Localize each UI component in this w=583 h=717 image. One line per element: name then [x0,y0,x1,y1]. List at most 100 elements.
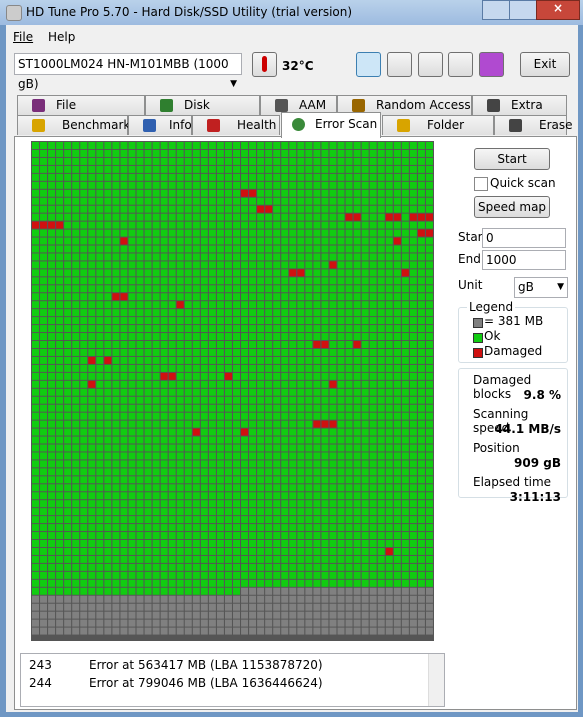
block [361,348,369,356]
block [313,404,321,412]
block [224,571,232,579]
block [120,595,128,603]
block [184,165,192,173]
options-button[interactable] [448,52,473,77]
block [425,579,433,587]
tab[interactable]: Folder Usage [382,115,494,151]
block [152,325,160,333]
block [208,229,216,237]
block [168,563,176,571]
block [409,205,417,213]
block [152,285,160,293]
log-list: 243 Error at 563417 MB (LBA 1153878720) 24… [20,653,445,707]
block [377,173,385,181]
block [208,452,216,460]
block [208,444,216,452]
block [40,547,48,555]
block [48,396,56,404]
block [345,213,353,221]
block [64,396,72,404]
exit-button[interactable]: Exit [520,52,570,77]
block [385,468,393,476]
block [265,317,273,325]
block [401,364,409,372]
block [353,341,361,348]
block [241,173,249,181]
tab[interactable]: Erase [494,115,573,135]
quick-scan-checkbox[interactable] [474,177,488,191]
block [361,428,369,436]
block [160,142,168,149]
block [144,428,152,436]
block [216,325,224,333]
block [192,149,200,157]
block [40,285,48,293]
block [321,333,329,341]
block [48,516,56,524]
block [417,611,425,619]
tab-error-scan[interactable]: Error Scan [281,112,381,138]
block [144,555,152,563]
block [281,532,289,540]
drive-select[interactable]: ST1000LM024 HN-M101MBB (1000 gB) ▼ [14,53,242,91]
tab[interactable]: Benchmark [17,115,130,135]
block [152,436,160,444]
speed-map-button[interactable]: Speed map [474,196,550,218]
start-button[interactable]: Start [474,148,550,170]
tab-label: AAM [299,98,327,112]
close[interactable]: × [536,0,580,20]
block [120,293,128,301]
tab[interactable]: Random Access [337,95,472,115]
block [297,611,305,619]
tab[interactable]: AAM [260,95,337,115]
block [96,142,104,149]
block [136,404,144,412]
block [40,563,48,571]
end-input[interactable]: 1000 [482,250,566,270]
block [361,412,369,420]
block [104,309,112,317]
block [329,579,337,587]
scrollbar[interactable] [428,654,444,706]
block [297,380,305,388]
block [361,372,369,380]
block [160,356,168,364]
block [136,197,144,205]
block [104,149,112,157]
maximize[interactable] [509,0,537,20]
block [409,380,417,388]
block [281,579,289,587]
tab[interactable]: Health [192,115,280,135]
menu-file[interactable]: File [13,30,34,44]
start-input[interactable]: 0 [482,228,566,248]
block [297,436,305,444]
block [96,261,104,269]
tab[interactable]: Disk monitor [145,95,260,131]
copy-button[interactable] [356,52,381,77]
unit-select[interactable]: gB ▼ [514,277,568,298]
block [249,348,257,356]
minimize[interactable] [482,0,510,20]
block [112,356,120,364]
block [176,189,184,197]
screenshot-button[interactable] [418,52,443,77]
block [337,229,345,237]
block [297,372,305,380]
block [88,508,96,516]
block [88,476,96,484]
block [128,595,136,603]
block [72,611,80,619]
block [152,341,160,348]
block [56,189,64,197]
tab[interactable]: Extra tests [472,95,567,131]
copy-all-button[interactable] [387,52,412,77]
block [377,500,385,508]
menu-help[interactable]: Help [48,30,76,44]
tab[interactable]: File Benchmark [17,95,145,131]
tab[interactable]: Info [128,115,192,135]
save-button[interactable] [479,52,504,77]
block [409,388,417,396]
block [313,149,321,157]
block [96,372,104,380]
